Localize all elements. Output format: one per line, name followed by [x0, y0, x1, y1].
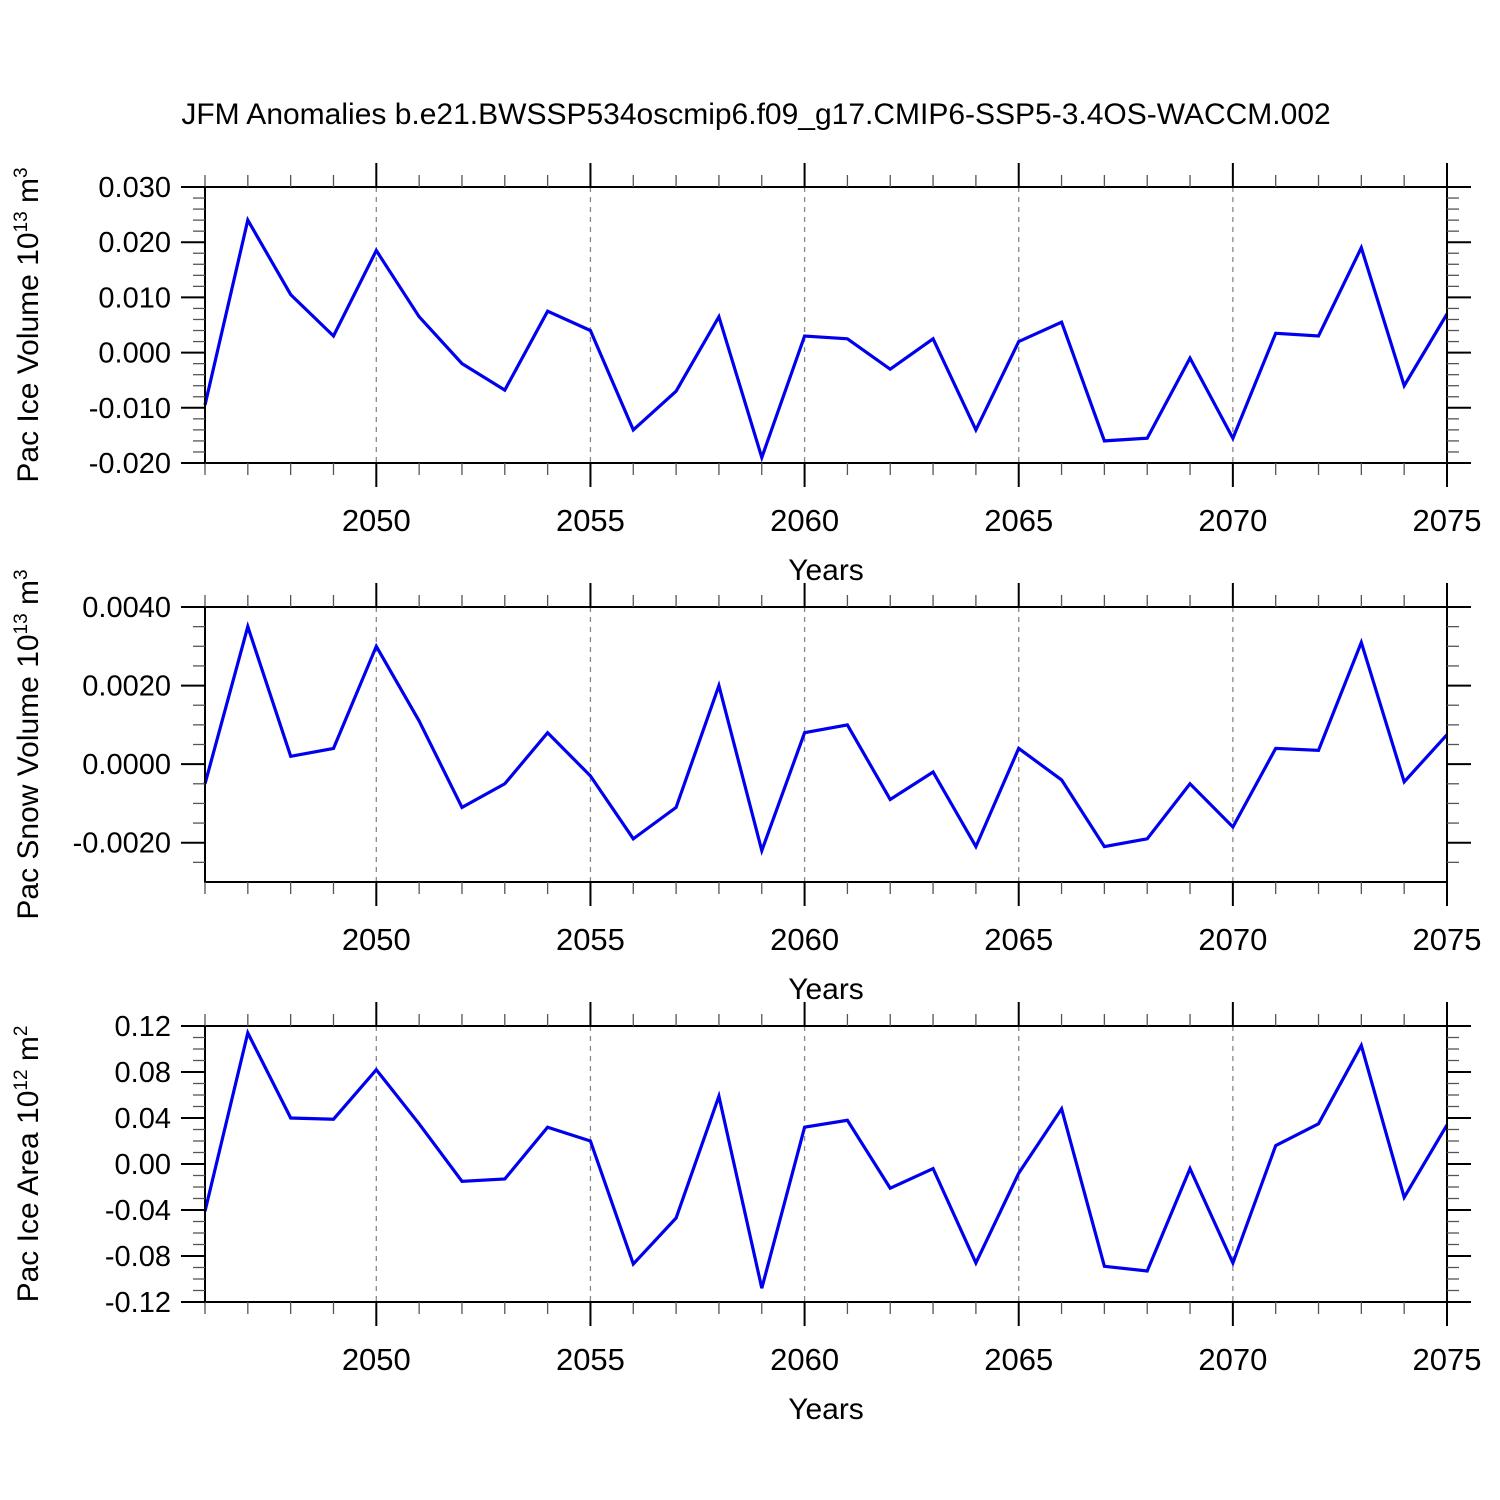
y-tick-label: 0.010 [98, 282, 171, 314]
y-tick-label: -0.010 [89, 393, 171, 425]
y-tick-label: 0.000 [98, 338, 171, 370]
y-tick-label: -0.0020 [73, 828, 171, 860]
y-tick-label: 0.12 [115, 1011, 171, 1043]
x-tick-label: 2065 [984, 503, 1053, 538]
data-line [203, 621, 1449, 856]
x-tick-label: 2075 [1413, 922, 1482, 957]
y-tick-label: 0.030 [98, 172, 171, 204]
x-axis-title: Years [788, 554, 864, 587]
x-tick-label: 2060 [770, 503, 839, 538]
data-line [203, 215, 1449, 463]
x-axis-title: Years [788, 973, 864, 1006]
y-tick-label: -0.08 [105, 1241, 171, 1273]
x-axis-title: Years [788, 1393, 864, 1426]
x-tick-label: 2060 [770, 1342, 839, 1377]
x-tick-label: 2070 [1198, 922, 1267, 957]
panel-3: 0.12 0.08 0.04 0.00 -0.04 -0.08 -0.12 2050 2055 2… [11, 1002, 1481, 1426]
y-tick-label: -0.12 [105, 1287, 171, 1319]
y-tick-label: 0.08 [115, 1057, 171, 1089]
y-axis-title: Pac Ice Area 1012 m2 [11, 1026, 45, 1303]
x-tick-label: 2075 [1413, 1342, 1482, 1377]
x-tick-label: 2065 [984, 922, 1053, 957]
x-tick-label: 2065 [984, 1342, 1053, 1377]
x-tick-label: 2070 [1198, 503, 1267, 538]
x-tick-label: 2050 [342, 503, 411, 538]
panel-1: 0.030 0.020 0.010 0.000 -0.010 -0.020 2050 2055… [11, 163, 1481, 587]
x-tick-label: 2050 [342, 922, 411, 957]
y-tick-label: -0.04 [105, 1195, 171, 1227]
x-tick-label: 2075 [1413, 503, 1482, 538]
y-axis-title: Pac Snow Volume 1013 m3 [11, 569, 45, 919]
x-tick-label: 2050 [342, 1342, 411, 1377]
data-line [203, 1028, 1449, 1289]
axis-frame [204, 1025, 1448, 1303]
axis-frame [204, 606, 1448, 883]
y-tick-label: -0.020 [89, 448, 171, 480]
panel-2: 0.0040 0.0020 0.0000 -0.0020 2050 2055 2060 206… [11, 569, 1481, 1006]
y-tick-label: 0.0040 [82, 592, 171, 624]
x-tick-label: 2060 [770, 922, 839, 957]
y-tick-label: 0.0020 [82, 671, 171, 703]
x-tick-label: 2055 [556, 1342, 625, 1377]
y-tick-label: 0.00 [115, 1149, 171, 1181]
x-tick-label: 2070 [1198, 1342, 1267, 1377]
y-tick-label: 0.020 [98, 227, 171, 259]
y-axis-title: Pac Ice Volume 1013 m3 [11, 167, 45, 482]
y-tick-label: 0.04 [115, 1103, 171, 1135]
x-tick-label: 2055 [556, 922, 625, 957]
y-tick-label: 0.0000 [82, 749, 171, 781]
chart-title: JFM Anomalies b.e21.BWSSP534oscmip6.f09_… [181, 98, 1331, 131]
axis-frame [204, 186, 1448, 464]
x-tick-label: 2055 [556, 503, 625, 538]
